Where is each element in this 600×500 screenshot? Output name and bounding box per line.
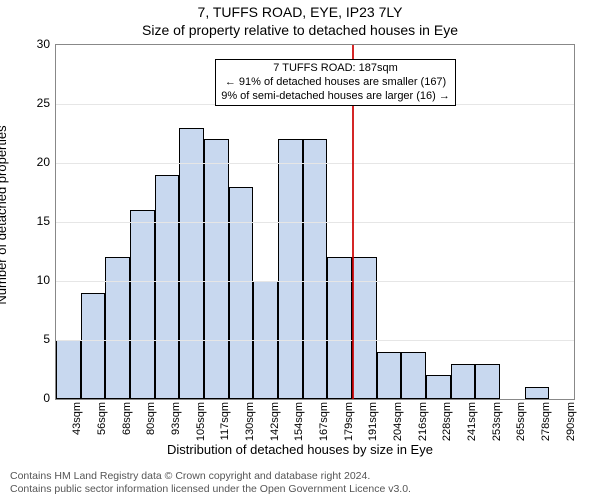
gridline	[56, 222, 574, 223]
y-tick-label: 10	[10, 273, 50, 287]
histogram-bar	[155, 175, 180, 399]
histogram-bar	[377, 352, 402, 399]
histogram-bar	[278, 139, 303, 399]
histogram-bar	[475, 364, 500, 399]
y-tick-label: 5	[10, 332, 50, 346]
x-tick-label: 167sqm	[318, 402, 330, 462]
histogram-bar	[56, 340, 81, 399]
histogram-bar	[204, 139, 229, 399]
plot-area: 7 TUFFS ROAD: 187sqm← 91% of detached ho…	[55, 44, 575, 400]
x-tick-label: 68sqm	[121, 402, 133, 462]
x-tick-label: 93sqm	[170, 402, 182, 462]
attribution-text: Contains HM Land Registry data © Crown c…	[10, 470, 411, 496]
y-tick-label: 25	[10, 96, 50, 110]
chart-title-description: Size of property relative to detached ho…	[0, 22, 600, 38]
x-tick-label: 154sqm	[293, 402, 305, 462]
x-tick-label: 191sqm	[367, 402, 379, 462]
x-tick-label: 130sqm	[244, 402, 256, 462]
x-tick-label: 43sqm	[71, 402, 83, 462]
x-tick-label: 80sqm	[145, 402, 157, 462]
histogram-bar	[303, 139, 328, 399]
histogram-bar	[81, 293, 106, 399]
histogram-bar	[179, 128, 204, 399]
annotation-line: 9% of semi-detached houses are larger (1…	[221, 90, 450, 104]
histogram-bar	[401, 352, 426, 399]
annotation-box: 7 TUFFS ROAD: 187sqm← 91% of detached ho…	[215, 59, 456, 106]
histogram-bar	[352, 257, 377, 399]
gridline	[56, 281, 574, 282]
gridline	[56, 163, 574, 164]
annotation-line: 7 TUFFS ROAD: 187sqm	[221, 62, 450, 76]
y-tick-label: 0	[10, 391, 50, 405]
x-tick-label: 142sqm	[269, 402, 281, 462]
chart-title-address: 7, TUFFS ROAD, EYE, IP23 7LY	[0, 4, 600, 20]
histogram-bar	[327, 257, 352, 399]
histogram-bar	[229, 187, 254, 399]
histogram-bar	[130, 210, 155, 399]
x-tick-label: 265sqm	[515, 402, 527, 462]
chart-container: 7, TUFFS ROAD, EYE, IP23 7LY Size of pro…	[0, 0, 600, 500]
x-tick-label: 228sqm	[441, 402, 453, 462]
y-tick-label: 30	[10, 37, 50, 51]
x-tick-label: 290sqm	[565, 402, 577, 462]
y-tick-label: 15	[10, 214, 50, 228]
histogram-bar	[525, 387, 550, 399]
histogram-bar	[105, 257, 130, 399]
y-tick-label: 20	[10, 155, 50, 169]
x-tick-label: 105sqm	[195, 402, 207, 462]
x-tick-label: 179sqm	[343, 402, 355, 462]
x-tick-label: 56sqm	[96, 402, 108, 462]
x-tick-label: 278sqm	[540, 402, 552, 462]
attribution-line: Contains public sector information licen…	[10, 483, 411, 496]
gridline	[56, 340, 574, 341]
attribution-line: Contains HM Land Registry data © Crown c…	[10, 470, 411, 483]
histogram-bar	[426, 375, 451, 399]
histogram-bar	[451, 364, 476, 399]
x-tick-label: 253sqm	[491, 402, 503, 462]
x-tick-label: 216sqm	[417, 402, 429, 462]
x-tick-label: 204sqm	[392, 402, 404, 462]
annotation-line: ← 91% of detached houses are smaller (16…	[221, 76, 450, 90]
x-tick-label: 241sqm	[466, 402, 478, 462]
x-tick-label: 117sqm	[219, 402, 231, 462]
